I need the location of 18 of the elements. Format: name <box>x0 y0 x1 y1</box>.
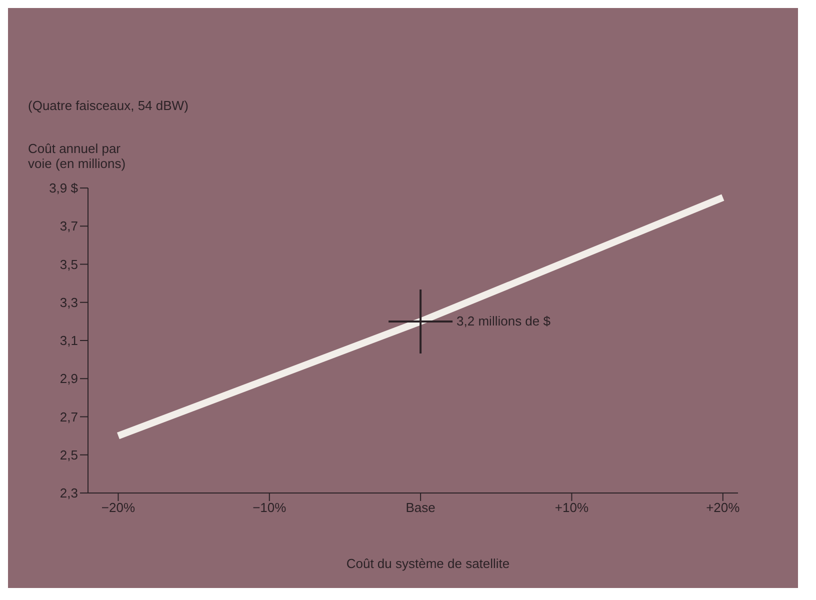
y-tick-label: 3,3 <box>60 294 78 310</box>
y-tick-label: 3,1 <box>60 333 78 348</box>
x-tick-label: +10% <box>554 500 589 516</box>
x-tick-label: −10% <box>252 500 287 516</box>
x-axis-title: Coût du système de satellite <box>345 556 511 571</box>
annotation: 3,2 millions de $ <box>456 313 552 328</box>
chart-title: (Quatre faisceaux, 54 dBW) <box>28 98 188 113</box>
y-tick-label: 2,3 <box>60 486 78 501</box>
y-axis-title: Coût annuel par voie (en millions) <box>28 141 127 171</box>
y-tick-label: 3,9 $ <box>49 180 79 196</box>
y-tick-label: 2,7 <box>60 409 78 424</box>
x-tick-label: −20% <box>101 500 136 516</box>
y-tick-label: 2,5 <box>60 447 78 462</box>
x-tick-label: +20% <box>706 500 740 516</box>
x-tick-label: Base <box>406 500 436 516</box>
y-tick-label: 3,7 <box>60 218 78 234</box>
y-tick-label: 2,9 <box>60 371 78 386</box>
y-tick-label: 3,5 <box>60 256 78 272</box>
